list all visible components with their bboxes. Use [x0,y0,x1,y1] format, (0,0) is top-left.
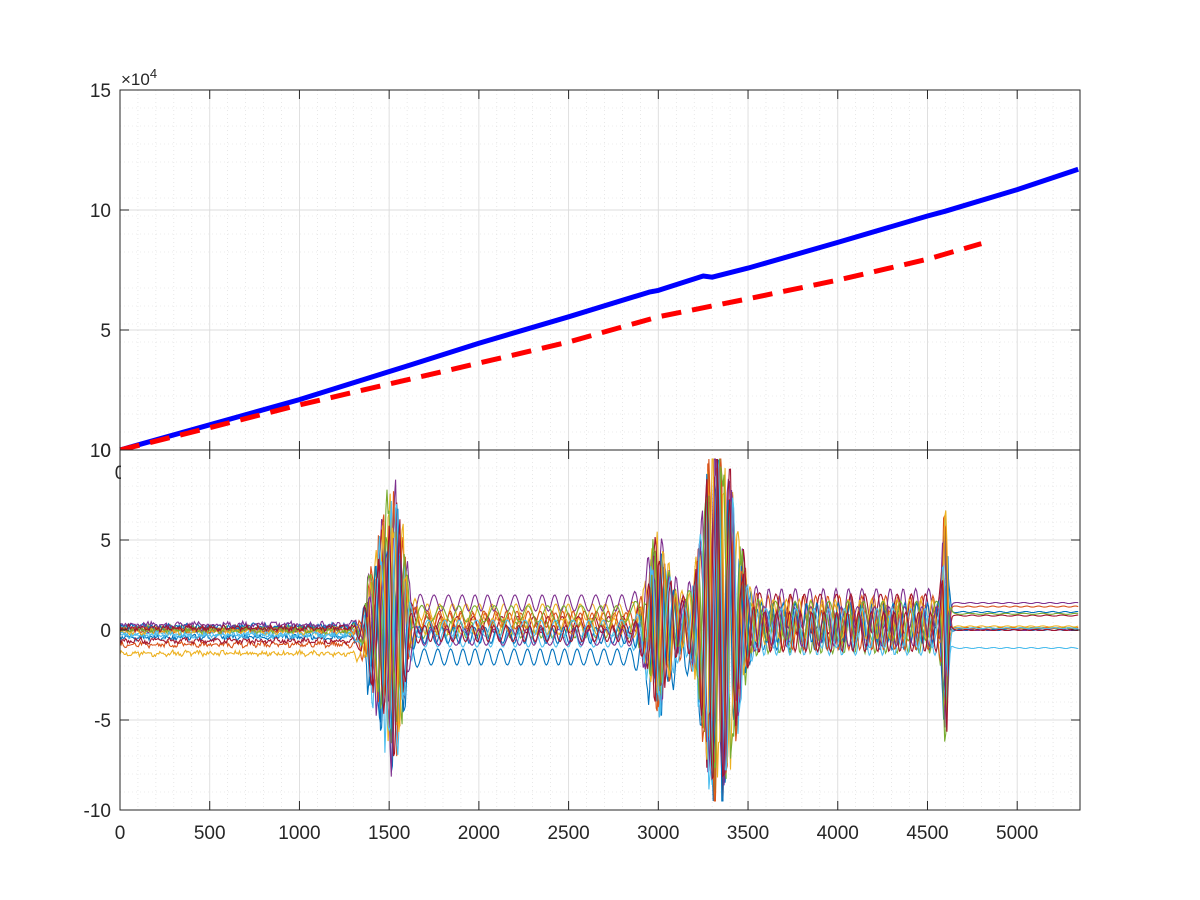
signal-line-13 [119,458,1079,781]
top-axes: 0 5 10 15 ×104 [90,66,1081,462]
y-tick-label: 5 [100,321,111,342]
signal-line-8 [119,458,1079,802]
bottom-series [119,458,1079,802]
signal-line-10 [120,458,1079,786]
signal-line-11 [119,466,1079,777]
x-tick-label: 3500 [727,823,769,844]
top-x-tick-label: 0 [115,463,126,484]
y-tick-label: -5 [94,711,111,732]
x-tick-label: 1500 [368,823,410,844]
y-tick-label: 10 [90,441,111,462]
y-tick-label: 5 [100,531,111,552]
x-tick-label: 3000 [637,823,679,844]
y-tick-label: 0 [100,441,111,462]
y-exponent-label: ×104 [121,66,157,89]
y-tick-label: -10 [84,801,111,822]
y-tick-label: 10 [90,201,111,222]
top-plot-area [120,90,1080,450]
x-tick-label: 2500 [547,823,589,844]
signal-line-5 [119,458,1079,786]
top-series [119,166,1079,453]
y-tick-label: 0 [100,621,111,642]
x-tick-label: 4000 [817,823,859,844]
x-tick-label: 1000 [278,823,320,844]
x-tick-label: 0 [115,823,126,844]
x-tick-label: 4500 [906,823,948,844]
x-tick-label: 500 [194,823,226,844]
x-tick-label: 2000 [458,823,500,844]
x-tick-label: 5000 [996,823,1038,844]
y-tick-label: 15 [90,81,111,102]
series-line-0 [119,166,1079,453]
top-xtick-labels: 0 [115,451,131,486]
overlap-mask [121,451,131,486]
